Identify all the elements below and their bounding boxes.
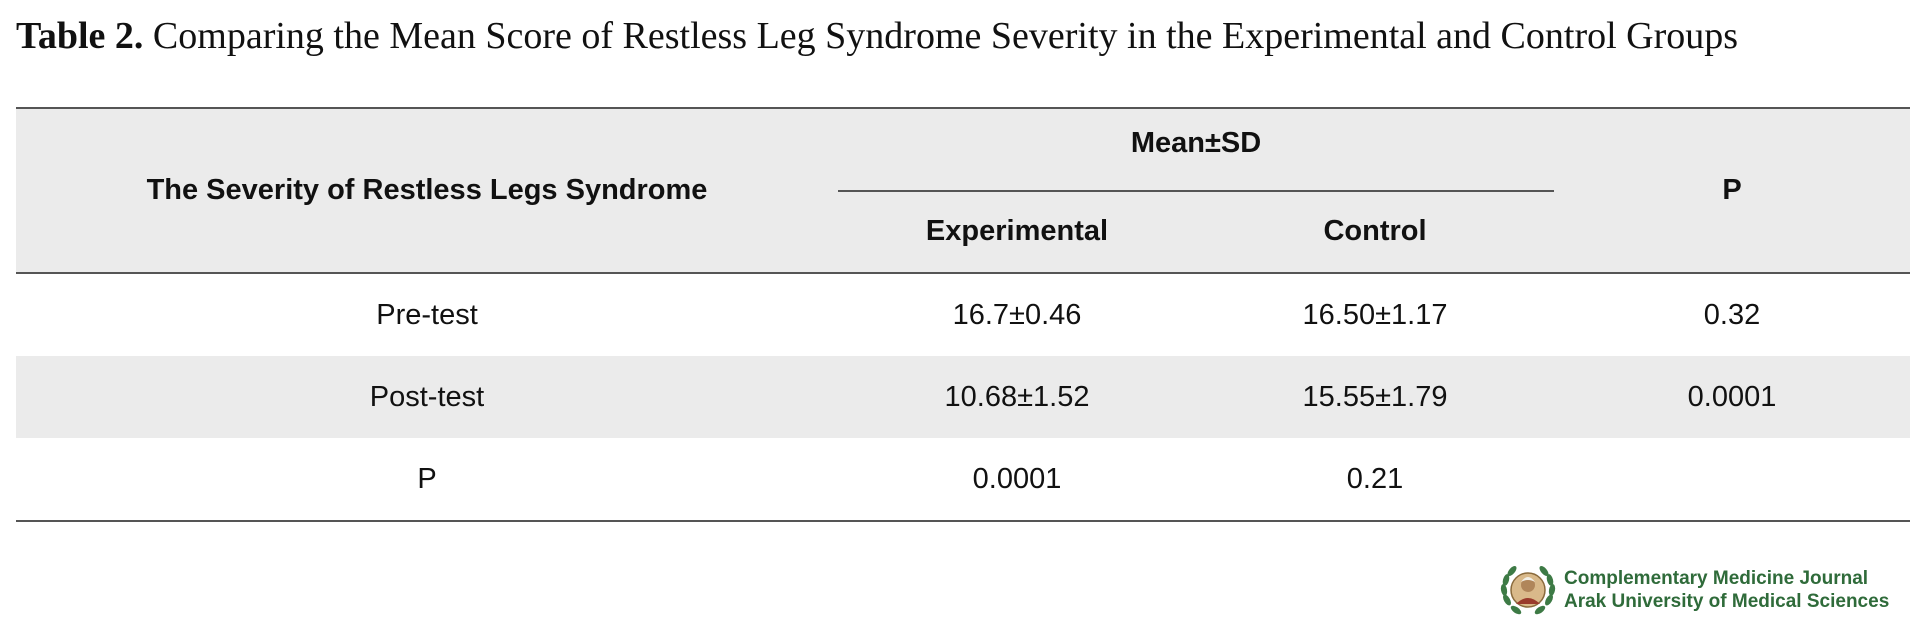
table-row-p: P 0.0001 0.21 (16, 438, 1910, 520)
row-label: Post-test (369, 380, 485, 413)
laurel-emblem-icon (1500, 566, 1556, 615)
journal-logo: Complementary Medicine Journal Arak Univ… (1498, 560, 1889, 620)
row-label: Pre-test (376, 298, 478, 331)
table-caption-label: Table 2. (16, 15, 144, 57)
table-row-pretest: Pre-test 16.7±0.46 16.50±1.17 0.32 (16, 274, 1910, 356)
row-label: P (417, 462, 437, 495)
header-control: Control (1323, 215, 1427, 247)
cell-p: 0.32 (1703, 298, 1761, 331)
journal-name: Complementary Medicine Journal Arak Univ… (1564, 567, 1889, 613)
cell-control: 15.55±1.79 (1302, 380, 1448, 413)
table-row-posttest: Post-test 10.68±1.52 15.55±1.79 0.0001 (16, 356, 1910, 438)
header-experimental: Experimental (925, 215, 1109, 247)
cell-control: 16.50±1.17 (1302, 298, 1448, 331)
header-measure: The Severity of Restless Legs Syndrome (146, 174, 708, 206)
results-table: The Severity of Restless Legs Syndrome M… (16, 107, 1910, 522)
header-divider (838, 190, 1554, 192)
table-caption: Table 2. Comparing the Mean Score of Res… (16, 14, 1738, 58)
cell-experimental: 16.7±0.46 (952, 298, 1082, 331)
cell-experimental: 0.0001 (972, 462, 1062, 495)
cell-experimental: 10.68±1.52 (944, 380, 1090, 413)
journal-line-2: Arak University of Medical Sciences (1564, 591, 1890, 612)
table-header: The Severity of Restless Legs Syndrome M… (16, 109, 1910, 274)
cell-control: 0.21 (1346, 462, 1404, 495)
journal-line-1: Complementary Medicine Journal (1564, 568, 1869, 589)
cell-p: 0.0001 (1687, 380, 1777, 413)
header-p: P (1722, 174, 1742, 206)
header-mean-sd: Mean±SD (1130, 127, 1262, 159)
table-caption-text: Comparing the Mean Score of Restless Leg… (143, 15, 1739, 57)
